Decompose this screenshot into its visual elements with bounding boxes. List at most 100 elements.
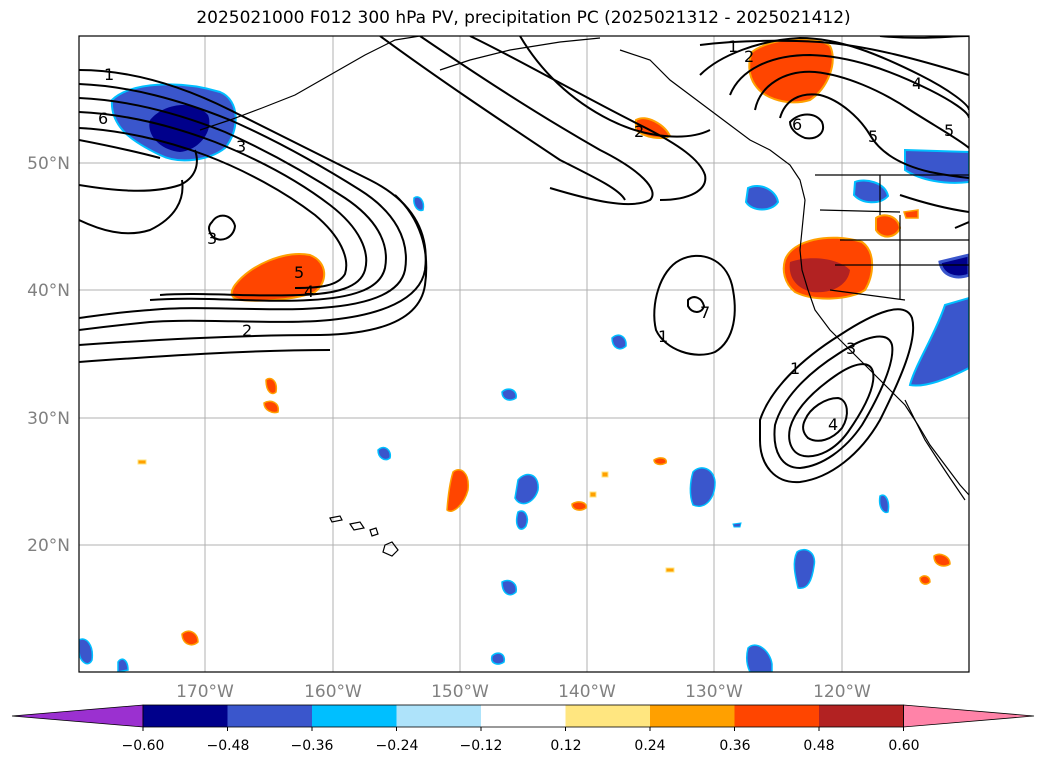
lat-label-20n: 20°N [27, 536, 70, 556]
contour-label: 4 [304, 282, 314, 301]
pv-contour-loop [208, 214, 237, 241]
pv-contour-west-2 [79, 83, 407, 319]
precip-blob-p1 [265, 377, 278, 395]
contour-label: 5 [944, 121, 954, 140]
colorbar-tick-label: 0.24 [634, 738, 665, 754]
precip-blob-s6 [689, 467, 716, 507]
coast-baja [904, 399, 966, 501]
pv-contour-left-small-2 [79, 179, 184, 235]
precip-blob-s1 [611, 334, 627, 350]
contour-label: 4 [828, 415, 838, 434]
pv-contour-gulf-4 [779, 93, 969, 179]
pv-contour-central-small [687, 296, 706, 313]
precip-blob-s9 [793, 548, 816, 589]
precip-blob-central-pacific [230, 253, 326, 302]
precip-blob-p7 [933, 553, 951, 567]
precip-blob-s12 [79, 638, 94, 665]
colorbar-segment [734, 705, 819, 727]
lon-label-150w: 150°W [431, 682, 489, 702]
colorbar-segment [312, 705, 397, 727]
colorbar-tick-label: −0.48 [207, 738, 250, 754]
precip-blob-p9 [137, 459, 147, 465]
colorbar-segment [650, 705, 735, 727]
pv-contour-sw-3 [788, 363, 875, 458]
colorbar-tick-label: −0.36 [291, 738, 334, 754]
contour-label: 3 [207, 229, 217, 248]
precip-blob-s2 [501, 388, 517, 401]
colorbar-tick-label: 0.60 [888, 738, 919, 754]
precip-blob-p5 [653, 457, 668, 466]
precip-blob-p6 [181, 630, 199, 646]
precip-blob-p10 [601, 471, 609, 478]
contour-label: 5 [868, 127, 878, 146]
colorbar-segment [396, 705, 481, 727]
colorbar-extend-low [11, 704, 144, 728]
lat-label-30n: 30°N [27, 409, 70, 429]
colorbar-tick-label: 0.12 [550, 738, 581, 754]
contour-label: 1 [658, 327, 668, 346]
pv-contour-lower-2 [79, 349, 331, 363]
colorbar-segment [565, 705, 650, 727]
pv-contour-sw-4 [802, 396, 848, 442]
pv-contour-north-4 [519, 36, 711, 138]
lon-label-160w: 160°W [304, 682, 362, 702]
precip-blob-s8 [878, 494, 890, 514]
lat-label-50n: 50°N [27, 154, 70, 174]
contour-label: 1 [790, 359, 800, 378]
precip-blob-p11 [589, 491, 597, 498]
precip-blob-aleutian-core [149, 104, 210, 152]
precip-negative [79, 83, 969, 672]
contour-label: 1 [728, 37, 738, 56]
precip-blob-p8 [919, 575, 931, 585]
pv-contour-gulf-5 [788, 113, 824, 140]
island-hawaii-2 [349, 521, 365, 531]
lon-label-140w: 140°W [558, 682, 616, 702]
colorbar-segment [227, 705, 312, 727]
contour-label: 5 [294, 263, 304, 282]
latitude-labels: 50°N 40°N 30°N 20°N [27, 154, 70, 556]
precip-blob-s3 [377, 446, 392, 461]
lat-label-40n: 40°N [27, 281, 70, 301]
map-frame-border [78, 35, 970, 673]
pv-contour-ne-small [954, 221, 969, 229]
pv-contour-north-1 [419, 36, 654, 206]
contour-label: 2 [744, 47, 754, 66]
precip-blob-p4 [571, 501, 587, 511]
precip-blob-p2 [263, 400, 279, 414]
colorbar-segment [481, 705, 566, 727]
contour-label: 2 [242, 321, 252, 340]
contour-label: 6 [792, 115, 802, 134]
colorbar-extend-high [903, 704, 1035, 728]
pv-contour-north-3 [469, 36, 707, 201]
pv-contour-sw-1 [759, 308, 915, 484]
colorbar-segments [11, 704, 1035, 728]
longitude-labels: 170°W 160°W 150°W 140°W 130°W 120°W [176, 682, 871, 702]
precip-blob-california-core [789, 258, 850, 293]
precip-blob-s4 [514, 473, 539, 505]
pv-contour-gulf-3 [754, 70, 969, 149]
colorbar-tick-label: 0.48 [803, 738, 834, 754]
pv-contour-north-2 [379, 36, 626, 201]
lon-label-170w: 170°W [176, 682, 234, 702]
precip-blob-s5 [515, 510, 529, 530]
precip-blob-bc-2 [744, 184, 780, 211]
contour-label: 3 [846, 339, 856, 358]
map-content: 1 6 3 3 5 4 2 2 1 2 6 4 5 5 1 1 3 4 7 [79, 36, 969, 672]
island-hawaii-4 [369, 527, 379, 537]
pv-contour-gulf-2 [729, 53, 969, 119]
colorbar-tick-label: 0.36 [719, 738, 750, 754]
colorbar-tick-label: −0.60 [122, 738, 165, 754]
colorbar-tick-labels: −0.60 −0.48 −0.36 −0.24 −0.12 0.12 0.24 … [122, 738, 920, 754]
lon-label-130w: 130°W [685, 682, 743, 702]
precip-blob-s14 [490, 652, 506, 665]
precip-blob-s13 [117, 658, 129, 672]
coast-bc [799, 199, 969, 496]
colorbar-segment [143, 705, 228, 727]
state-lines [819, 175, 969, 301]
pv-contour-west-5 [79, 127, 348, 289]
coast-panhandle [619, 49, 806, 201]
pv-contour-sw-2 [773, 335, 894, 470]
pv-contours [79, 36, 969, 484]
precip-blob-rockies [938, 253, 969, 279]
